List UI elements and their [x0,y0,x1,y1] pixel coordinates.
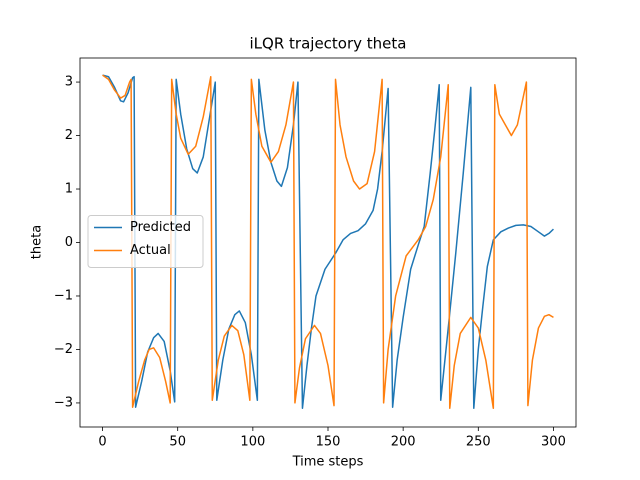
chart-title: iLQR trajectory theta [250,35,407,53]
series-line [102,74,554,410]
x-tick-label: 50 [169,435,186,450]
y-tick-label: −2 [54,342,73,357]
y-tick-label: 1 [65,182,73,197]
y-tick-label: 2 [65,128,73,143]
plot-frame [79,57,577,428]
x-tick-label: 100 [240,435,265,450]
y-tick-label: 3 [65,75,73,90]
x-tick-label: 300 [541,435,566,450]
x-tick-label: 250 [466,435,491,450]
legend-label: Predicted [130,220,191,235]
x-axis-label: Time steps [292,455,364,470]
legend-box [87,215,204,268]
x-tick-label: 200 [391,435,416,450]
y-tick-label: −3 [54,395,73,410]
y-tick-label: −1 [54,288,73,303]
y-axis-label: theta [30,225,45,259]
series-line [102,74,554,410]
x-tick-label: 150 [316,435,341,450]
x-tick-label: 0 [98,435,106,450]
y-tick-label: 0 [65,235,73,250]
legend-label: Actual [130,243,171,258]
